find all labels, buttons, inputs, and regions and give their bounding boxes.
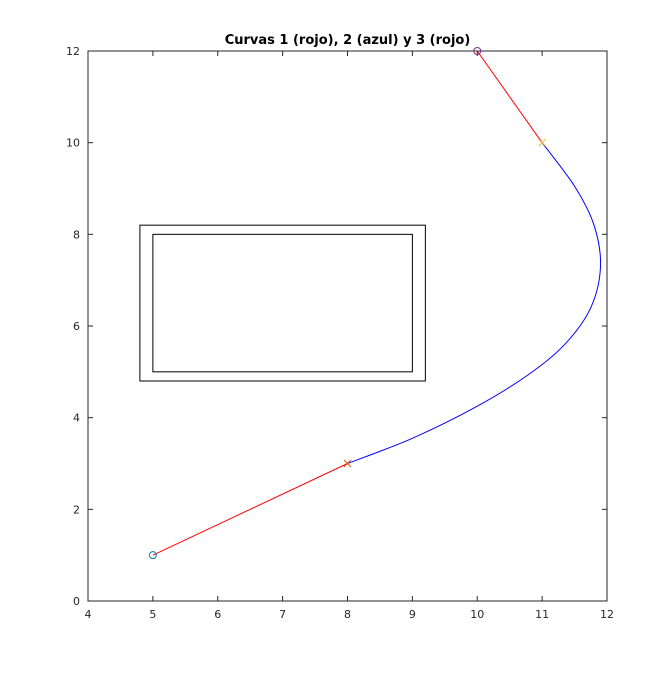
y-tick-label: 0 [73, 595, 80, 608]
x-tick-label: 12 [600, 608, 614, 621]
x-tick-label: 7 [279, 608, 286, 621]
x-marker [343, 459, 352, 468]
obstacle-outer-rect [139, 224, 426, 382]
chart-markers [148, 47, 546, 560]
x-tick-label: 11 [535, 608, 549, 621]
curve-3-line [476, 50, 543, 143]
obstacle-rectangles [139, 224, 426, 382]
x-tick-label: 9 [409, 608, 416, 621]
curve-1-line [152, 463, 348, 556]
x-tick-label: 6 [214, 608, 221, 621]
x-tick-label: 4 [85, 608, 92, 621]
circle-marker [473, 47, 482, 55]
chart-axes: 4 5 6 7 8 9 10 11 12 0 2 4 6 8 10 12 [66, 45, 614, 621]
x-tick-label: 8 [344, 608, 351, 621]
chart-title: Curvas 1 (rojo), 2 (azul) y 3 (rojo) [225, 33, 471, 48]
x-tick-label: 5 [149, 608, 156, 621]
curve-2-line [347, 142, 602, 464]
plot-box [87, 50, 608, 602]
chart-series [152, 50, 602, 556]
y-tick-label: 12 [66, 45, 80, 58]
y-tick-label: 10 [66, 137, 80, 150]
y-tick-label: 6 [73, 320, 80, 333]
circle-marker [148, 551, 157, 560]
x-tick-label: 10 [470, 608, 484, 621]
y-tick-label: 4 [73, 412, 80, 425]
y-tick-label: 8 [73, 228, 80, 241]
x-marker [538, 138, 546, 147]
obstacle-inner-rect [152, 233, 413, 373]
y-tick-label: 2 [73, 503, 80, 516]
